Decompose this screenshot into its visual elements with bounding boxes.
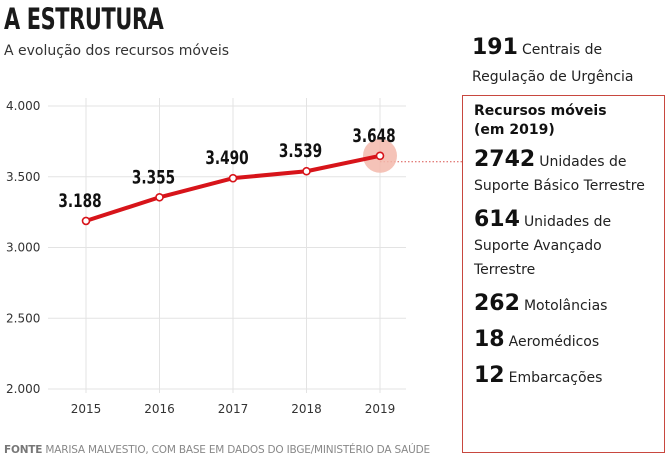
resource-label: Aeromédicos	[508, 334, 600, 350]
data-label: 3.648	[352, 125, 395, 147]
data-label: 3.355	[132, 166, 175, 188]
top-stat: 191 Centrais de Regulação de Urgência	[472, 34, 668, 91]
data-point	[228, 173, 238, 183]
top-stat-label: Centrais de Regulação de Urgência	[472, 42, 634, 85]
x-axis-ticks: 2015 2016 2017 2018 2019	[71, 402, 396, 416]
resource-label: Unidades de Suporte Básico Terrestre	[474, 154, 645, 194]
resource-label: Unidades de Suporte Avançado Terrestre	[474, 214, 612, 278]
data-point	[302, 166, 311, 176]
data-label: 3.539	[279, 140, 322, 162]
source-note: FONTE MARISA MALVESTIO, COM BASE EM DADO…	[4, 444, 430, 456]
data-label: 3.490	[205, 147, 248, 169]
resource-number: 18	[474, 327, 505, 352]
y-tick-label: 2.000	[6, 382, 40, 396]
x-tick-label: 2017	[218, 402, 249, 416]
y-tick-label: 3.000	[6, 241, 40, 255]
resource-item: 262 Motolâncias	[474, 292, 656, 318]
x-tick-label: 2019	[365, 402, 396, 416]
resource-item: 12 Embarcações	[474, 364, 656, 390]
resource-item: 18 Aeromédicos	[474, 328, 656, 354]
resource-item: 614 Unidades de Suporte Avançado Terrestr…	[474, 208, 656, 282]
data-point	[375, 151, 385, 161]
x-tick-label: 2018	[291, 402, 322, 416]
resource-label: Embarcações	[508, 370, 603, 386]
resource-number: 2742	[474, 147, 536, 172]
resources-box-heading: Recursos móveis (em 2019)	[474, 103, 607, 138]
data-labels: 3.188 3.355 3.490 3.539 3.648	[58, 125, 395, 212]
y-tick-label: 3.500	[6, 170, 40, 184]
page-subtitle: A evolução dos recursos móveis	[4, 43, 230, 59]
resource-item: 2742 Unidades de Suporte Básico Terrestre	[474, 148, 656, 198]
resource-number: 614	[474, 207, 520, 232]
resource-number: 12	[474, 363, 505, 388]
y-tick-label: 2.500	[6, 311, 40, 325]
x-tick-label: 2016	[144, 402, 175, 416]
data-point	[155, 192, 164, 202]
data-label: 3.188	[58, 190, 101, 212]
data-points	[81, 151, 385, 226]
y-tick-label: 4.000	[6, 99, 40, 113]
top-stat-number: 191	[472, 35, 518, 60]
data-point	[81, 216, 91, 226]
source-text: MARISA MALVESTIO, COM BASE EM DADOS DO I…	[45, 444, 430, 456]
source-prefix: FONTE	[4, 444, 43, 456]
x-tick-label: 2015	[71, 402, 102, 416]
y-axis-ticks: 2.000 2.500 3.000 3.500 4.000	[6, 99, 40, 396]
page-title: A ESTRUTURA	[4, 2, 164, 36]
resources-box: Recursos móveis (em 2019) 2742 Unidades d…	[462, 95, 665, 453]
resource-label: Motolâncias	[523, 298, 608, 314]
resource-number: 262	[474, 291, 520, 316]
